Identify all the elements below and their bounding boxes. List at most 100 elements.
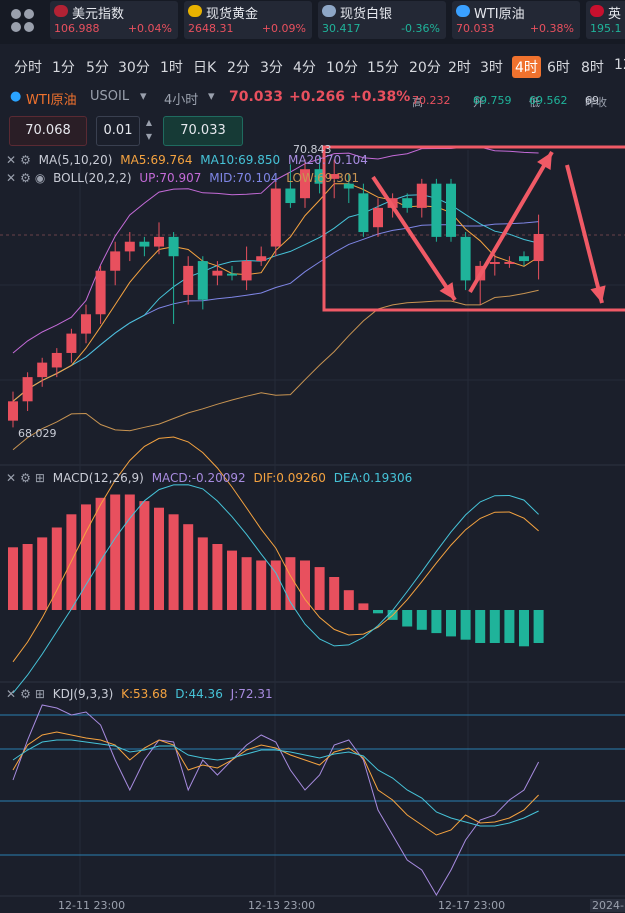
symbol-name[interactable]: WTI原油 [26, 93, 77, 108]
price-change: +0.266 [289, 89, 346, 105]
settings-icon[interactable]: ⚙ [20, 471, 31, 485]
candle-body [22, 377, 33, 402]
boll-up-value: UP:70.907 [139, 171, 202, 185]
symbol-code[interactable]: USOIL [90, 89, 130, 104]
macd-bar [139, 501, 150, 610]
ticker-name: WTI原油 [474, 7, 525, 22]
timeframe-tab[interactable]: 6时 [547, 60, 570, 76]
quantity-input[interactable]: 0.01 [96, 116, 140, 146]
macd-bar [227, 550, 237, 610]
candle-body [416, 183, 427, 208]
timeframe-tab[interactable]: 4时 [512, 56, 541, 78]
expand-icon[interactable]: ⊞ [34, 687, 45, 701]
j-line [12, 704, 540, 896]
ticker-card[interactable]: 美元指数 106.988 +0.04% [50, 1, 178, 39]
timeframe-tab[interactable]: 15分 [367, 60, 399, 76]
candle-body [431, 183, 442, 237]
close-icon[interactable]: ✕ [6, 687, 17, 701]
macd-bar [51, 527, 62, 610]
ticker-change: +0.38% [529, 22, 574, 35]
candle-body [168, 236, 179, 257]
ticker-name: 现货黄金 [206, 7, 259, 22]
macd-bar [446, 610, 456, 637]
macd-bar [270, 560, 281, 610]
prev-close-label: 昨收 [585, 96, 607, 109]
ticker-price: 30.417 [322, 22, 361, 35]
candle-body [81, 314, 91, 334]
candle-body [51, 352, 62, 368]
candle-body [256, 256, 267, 262]
ticker-change: -0.36% [401, 22, 440, 35]
ma-legend: ✕ ⚙ MA(5,10,20) MA5:69.764 MA10:69.850 MA… [6, 153, 372, 167]
settings-icon[interactable]: ⚙ [20, 687, 31, 701]
arrow-up-line-head [537, 152, 552, 170]
timeframe-tab[interactable]: 分时 [14, 60, 42, 76]
ticker-card[interactable]: 英 195.1 [586, 1, 625, 39]
macd-bar [124, 494, 135, 610]
chevron-down-icon[interactable]: ▾ [140, 89, 147, 104]
ma20-value: MA20:70.104 [287, 153, 368, 167]
ticker-card[interactable]: WTI原油 70.033 +0.38% [452, 1, 580, 39]
macd-legend: ✕ ⚙ ⊞ MACD(12,26,9) MACD:-0.20092 DIF:0.09… [6, 471, 416, 485]
expand-icon[interactable]: ⊞ [34, 471, 45, 485]
quantity-stepper[interactable]: ▲ ▼ [145, 118, 153, 141]
ma-label: MA(5,10,20) [38, 153, 113, 167]
arrow-down-line-head [590, 285, 606, 303]
boll-lower-line [12, 289, 539, 451]
candle-body [358, 193, 369, 233]
macd-bar [431, 610, 442, 634]
eye-icon[interactable]: ◉ [34, 171, 46, 185]
last-price: 70.033 [229, 89, 284, 105]
close-icon[interactable]: ✕ [6, 171, 17, 185]
macd-bar [343, 590, 354, 610]
grid-menu-icon[interactable] [6, 4, 40, 38]
candle-body [139, 241, 150, 247]
sell-price-button[interactable]: 70.068 [9, 116, 87, 146]
macd-bar [460, 610, 471, 640]
close-icon[interactable]: ✕ [6, 153, 17, 167]
timeframe-tab[interactable]: 10分 [326, 60, 358, 76]
timeframe-tab[interactable]: 1分 [52, 60, 75, 76]
high-annotation: 70.843 [293, 143, 332, 156]
dea-line [12, 484, 539, 694]
ticker-card[interactable]: 现货黄金 2648.31 +0.09% [184, 1, 312, 39]
buy-price-button[interactable]: 70.033 [163, 116, 243, 146]
settings-icon[interactable]: ⚙ [20, 153, 31, 167]
timeframe-tab[interactable]: 1时 [160, 60, 183, 76]
candle-body [197, 261, 208, 300]
ticker-card[interactable]: 现货白银 30.417 -0.36% [318, 1, 446, 39]
timeframe-tab[interactable]: 日K [193, 60, 217, 76]
timeframe-tab[interactable]: 3时 [480, 60, 503, 76]
period-select[interactable]: 4小时 [164, 93, 199, 108]
close-icon[interactable]: ✕ [6, 471, 17, 485]
annotation-box [322, 145, 625, 312]
timeframe-tab[interactable]: 2分 [227, 60, 250, 76]
timeframe-tab[interactable]: 2时 [448, 60, 471, 76]
macd-bar [519, 610, 529, 647]
macd-bar [329, 577, 340, 610]
high-label: 高 [412, 96, 423, 109]
macd-bar [241, 557, 252, 610]
timeframe-tab[interactable]: 20分 [409, 60, 441, 76]
ticker-price: 2648.31 [188, 22, 234, 35]
ticker-change: +0.09% [261, 22, 306, 35]
timeframe-tab[interactable]: 3分 [260, 60, 283, 76]
timeframe-tab[interactable]: 30分 [118, 60, 150, 76]
timeframe-tab[interactable]: 12 [614, 57, 625, 73]
chevron-down-icon[interactable]: ▾ [208, 89, 215, 104]
macd-bar [8, 547, 18, 610]
timeframe-tab[interactable]: 4分 [293, 60, 316, 76]
flag-icon [456, 5, 470, 17]
candle-body [300, 169, 310, 199]
ticker-name: 美元指数 [72, 7, 125, 22]
timeframe-tab[interactable]: 8时 [581, 60, 604, 76]
settings-icon[interactable]: ⚙ [20, 171, 31, 185]
timeframe-tab[interactable]: 5分 [86, 60, 109, 76]
kdj-legend: ✕ ⚙ ⊞ KDJ(9,3,3) K:53.68 D:44.36 J:72.31 [6, 687, 277, 701]
boll-mid-value: MID:70.104 [209, 171, 279, 185]
flag-icon [54, 5, 68, 17]
candle-body [314, 169, 325, 184]
candle-body [285, 188, 296, 204]
dea-value: DEA:0.19306 [333, 471, 413, 485]
